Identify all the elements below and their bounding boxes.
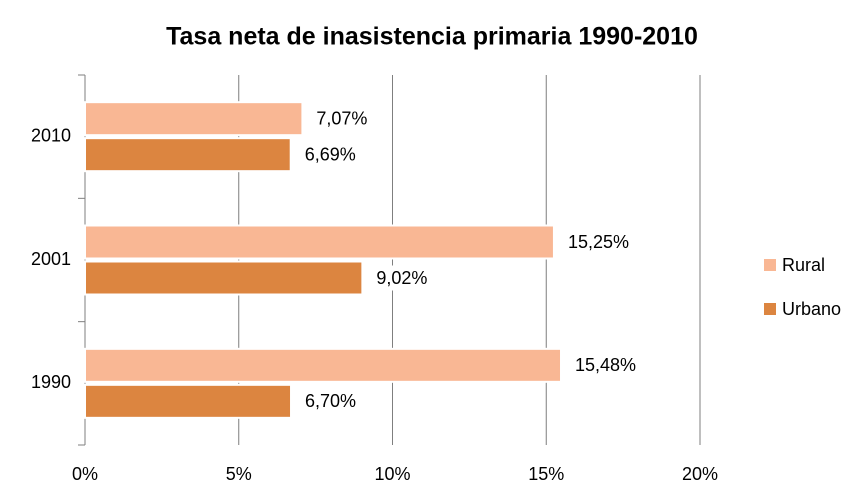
bar xyxy=(84,383,293,419)
value-label-bg xyxy=(563,229,633,255)
x-tick-label: 0% xyxy=(72,464,98,484)
value-label-bg xyxy=(571,352,641,378)
value-label: 6,70% xyxy=(305,391,356,411)
x-tick-label: 10% xyxy=(374,464,410,484)
value-label-bg xyxy=(372,265,432,291)
y-tick-label: 1990 xyxy=(31,372,71,392)
x-tick-label: 20% xyxy=(682,464,718,484)
value-label: 7,07% xyxy=(316,108,367,128)
x-tick-label: 15% xyxy=(528,464,564,484)
chart-title: Tasa neta de inasistencia primaria 1990-… xyxy=(166,23,698,51)
value-label: 15,25% xyxy=(568,232,629,252)
value-label: 9,02% xyxy=(376,268,427,288)
value-label: 6,69% xyxy=(305,144,356,164)
legend-swatch xyxy=(764,259,776,271)
value-label-bg xyxy=(312,106,372,132)
bar xyxy=(84,224,555,260)
bar xyxy=(84,137,292,173)
x-tick-label: 5% xyxy=(226,464,252,484)
y-tick-label: 2001 xyxy=(31,249,71,269)
value-label: 15,48% xyxy=(575,355,636,375)
bar xyxy=(84,260,364,296)
legend-label: Urbano xyxy=(782,299,841,319)
value-label-bg xyxy=(300,142,360,168)
value-label-bg xyxy=(301,388,361,414)
bar xyxy=(84,347,563,383)
legend-label: Rural xyxy=(782,255,825,275)
legend-swatch xyxy=(764,303,776,315)
bar xyxy=(84,101,304,137)
y-tick-label: 2010 xyxy=(31,125,71,145)
